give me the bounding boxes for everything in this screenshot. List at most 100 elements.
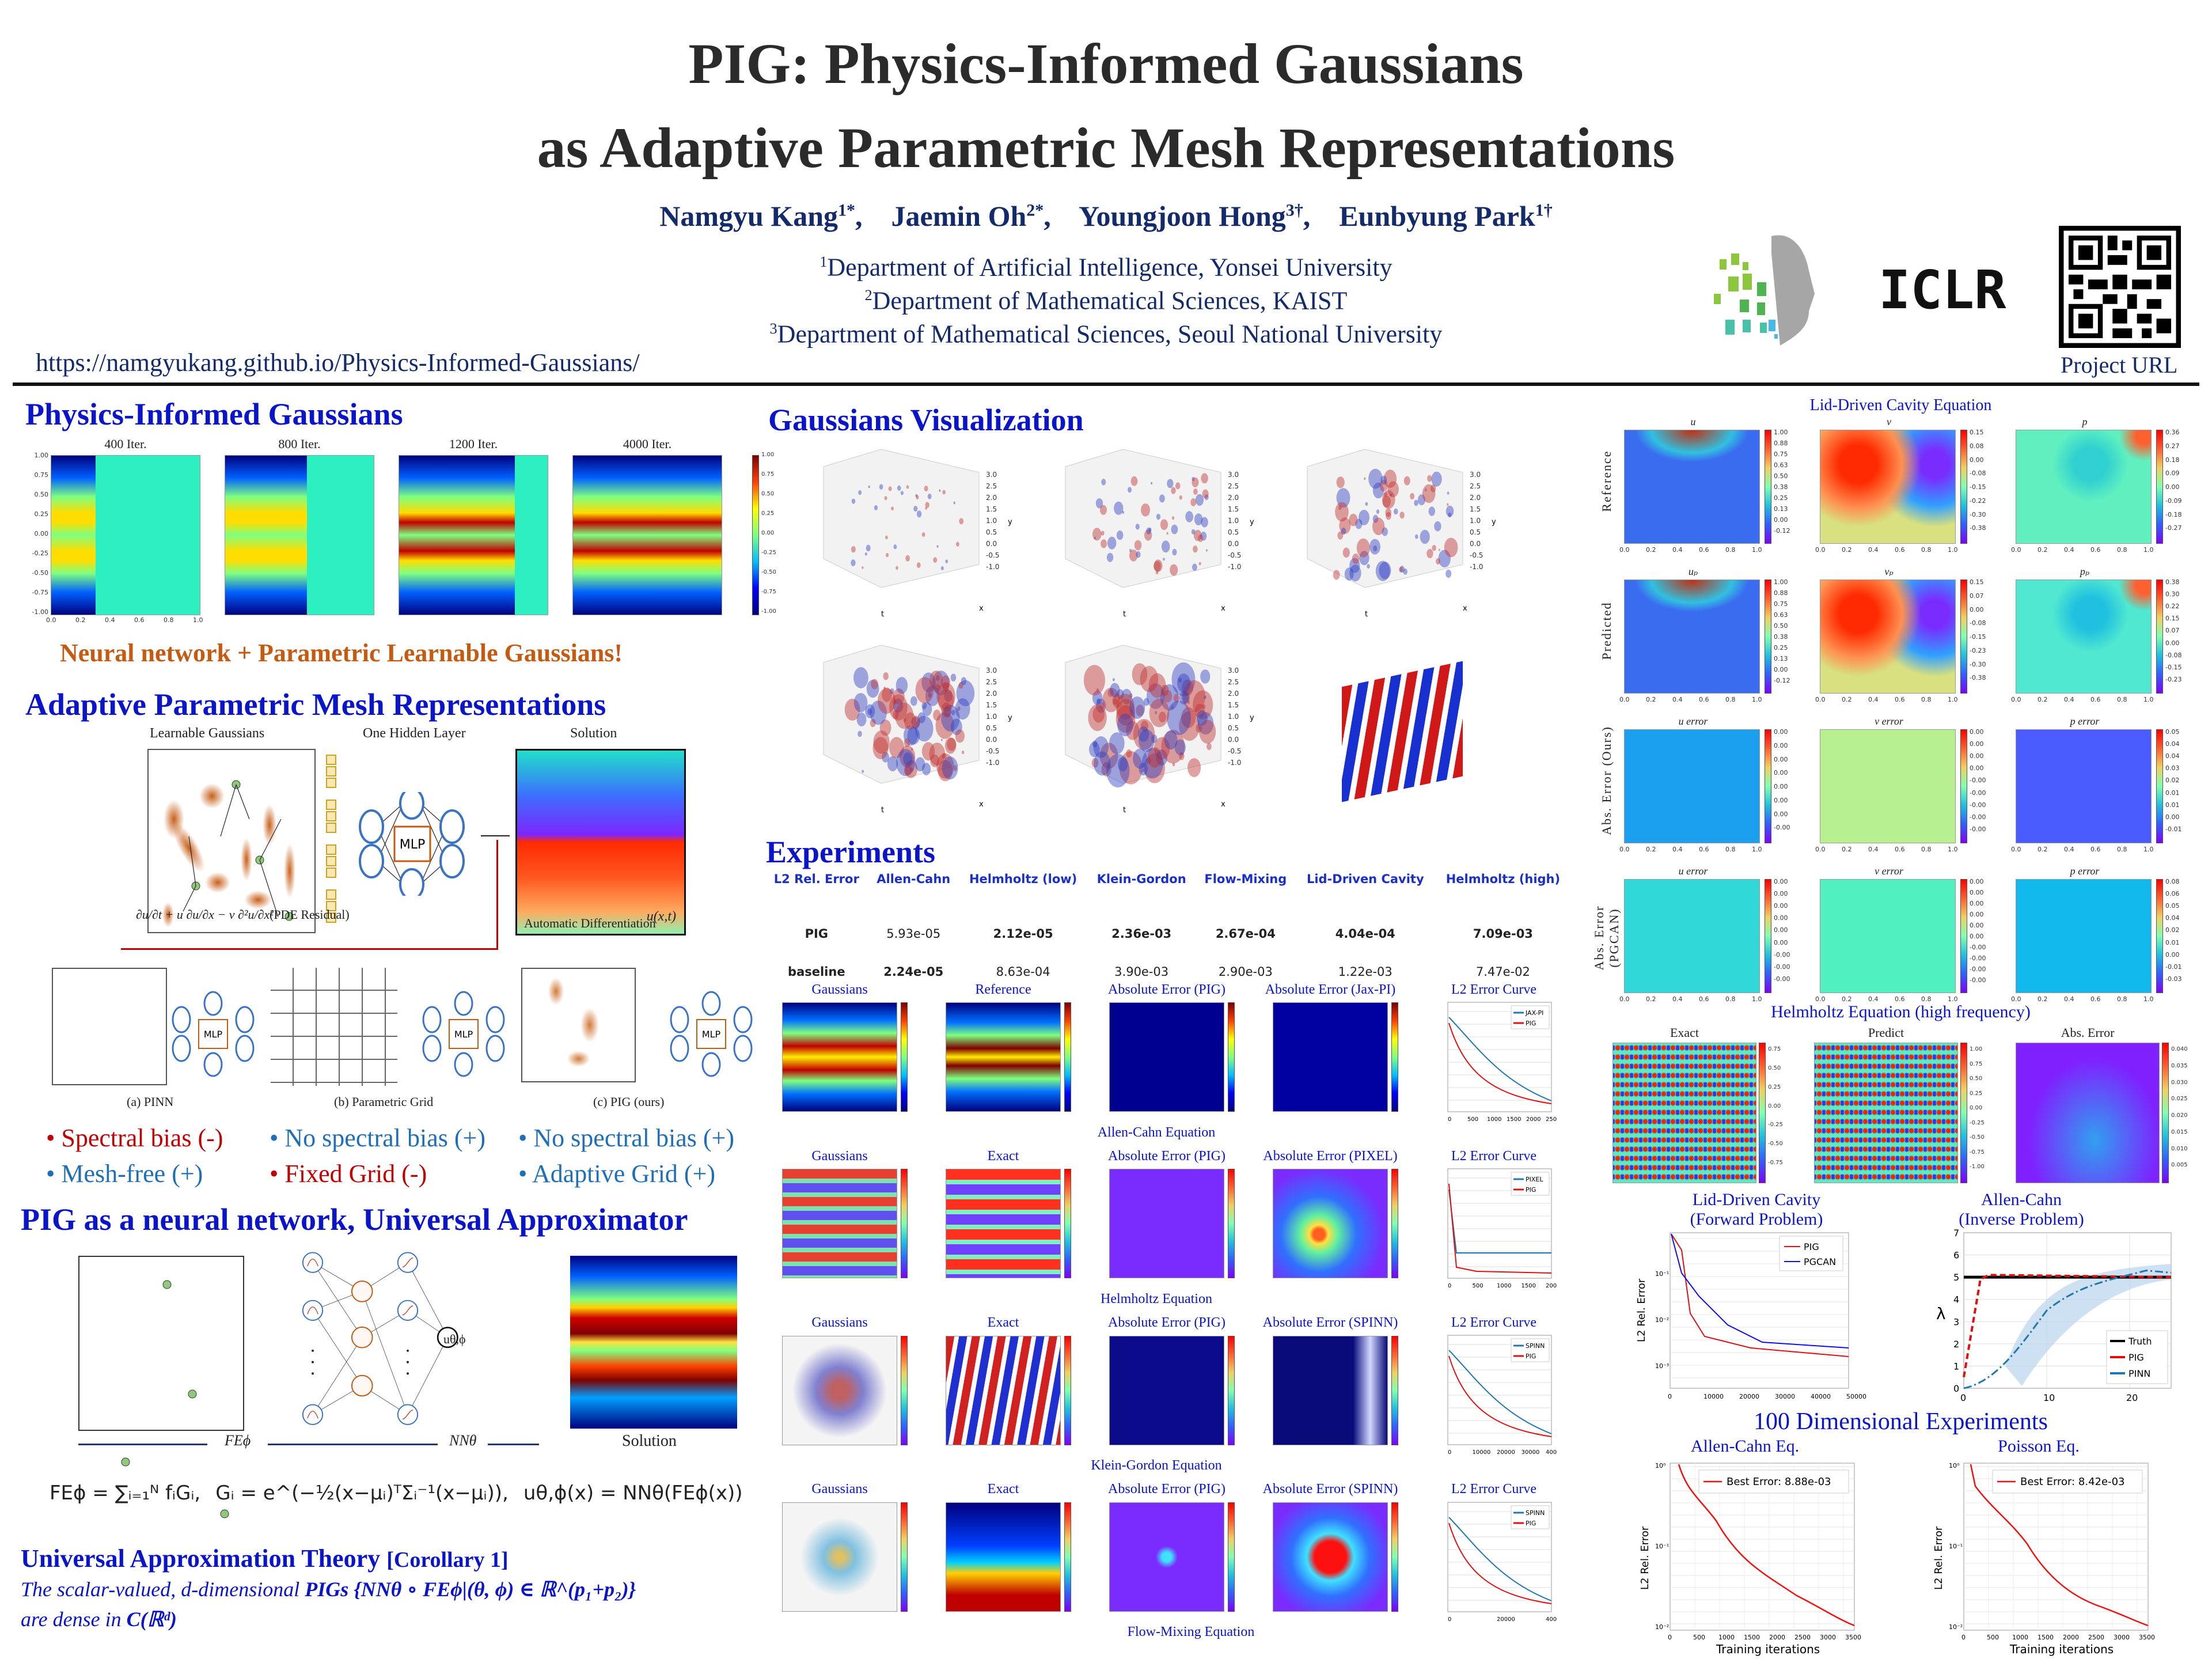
feature-cell [326,800,336,810]
y-label: L2 Rel. Error [1933,1526,1945,1590]
iteration-panel [572,455,722,615]
cbar-tick: 0.00 [1774,783,1788,790]
project-url-link[interactable]: https://namgyukang.github.io/Physics-Inf… [36,349,640,377]
cbar-tick: 0.07 [2165,627,2180,635]
iteration-label: 800 Iter. [278,437,321,451]
poster-title-line-1: PIG: Physics-Informed Gaussians [688,32,1524,96]
hd-plot-title: Poisson Eq. [1998,1437,2080,1456]
cbar-tick: 0.50 [1774,472,1788,480]
panel-title: Exact [987,1482,1019,1497]
caption-pig: (c) PIG (ours) [593,1094,665,1109]
legend-entry: SPINN [1526,1509,1545,1517]
gaussian-ellipse [853,667,868,688]
gaussian-ellipse [1102,687,1120,713]
x-tick: 0.2 [1842,846,1852,853]
axis-label: t [1123,806,1126,815]
iteration-panel [399,455,548,615]
cbar-tick: 0.09 [2165,469,2180,478]
x-tick: 1500 [2038,1634,2054,1641]
x-tick: 1.0 [2143,696,2154,703]
gaussian-ellipse [1199,719,1216,744]
gaussian-ellipse [1436,558,1440,565]
cbar-tick: 0.15 [2165,615,2180,623]
gaussian-ellipse [1349,565,1361,582]
axis-tick: 2.5 [1228,482,1239,490]
nn-diagram [294,1244,461,1434]
gaussian-ellipse [932,671,950,696]
helmholtz-subplot [2016,1043,2160,1183]
x-tick: 0.2 [1842,546,1852,554]
colorbar [1391,1335,1398,1445]
gaussian-ellipse [1197,712,1214,735]
gaussian-ellipse [1447,503,1449,506]
gaussian-ellipse [950,673,957,682]
gaussian-ellipse [1410,493,1415,500]
axis-tick: 3.0 [1470,471,1481,479]
gaussian-ellipse [915,677,934,704]
y-label: L2 Rel. Error [1639,1526,1651,1590]
x-tick: 0.6 [1699,995,1709,1003]
y-tick: 6 [1953,1250,1959,1261]
cbar-tick: 0.30 [2165,590,2180,599]
gaussian-ellipse [1099,743,1118,769]
axis-tick: 1.0 [1228,517,1239,525]
gaussian-3d-plot [1290,639,1520,824]
gaussian-ellipse [1160,684,1169,696]
axis-tick: 2.5 [986,678,997,686]
x-tick: 0.6 [134,616,145,624]
gaussian-ellipse [953,765,958,771]
gaussian-ellipse [1114,501,1124,515]
gaussian-ellipse [942,490,946,495]
pinn-curve [1963,1270,2172,1389]
gaussian-ellipse [1156,749,1168,766]
x-tick: 500 [1473,1283,1483,1289]
gaussian-ellipse [882,687,892,702]
x-tick: 1000 [2012,1634,2028,1641]
cbar-tick: -0.00 [1774,975,1790,983]
legend-entry: PIG [1526,1353,1536,1360]
y-tick: 0.00 [34,530,49,537]
x-tick: 0.2 [1646,546,1656,554]
pro-con-item: • Spectral bias (-) [46,1124,223,1152]
gaussian-ellipse [1432,545,1436,551]
gaussian-ellipse [961,751,965,755]
theory-title: Universal Approximation Theory [21,1544,387,1573]
gaussian-ellipse [1148,673,1166,698]
gaussian-ellipse [1372,514,1379,523]
experiment-name: Flow-Mixing Equation [1127,1624,1255,1639]
x-tick: 0.0 [2011,696,2021,703]
x-tick: 0 [1668,1393,1672,1400]
label-hidden-layer: One Hidden Layer [363,726,466,741]
y-label: λ [1936,1304,1946,1323]
cbar-tick: -0.38 [1970,674,1986,682]
x-tick: 0 [1668,1634,1672,1641]
y-tick: -0.25 [32,550,48,557]
gaussian-ellipse [1196,710,1208,726]
solved-region [225,456,307,615]
gaussian-ellipse [1206,743,1212,751]
panel-title: L2 Error Curve [1451,1149,1536,1164]
gaussian-ellipse [1112,693,1122,708]
axis-tick: 1.0 [1228,713,1239,721]
gaussian-ellipse [1155,711,1158,714]
gaussian-ellipse [1106,552,1114,562]
cbar-tick: -0.00 [1970,777,1986,785]
x-tick: 20 [2126,1392,2138,1403]
gaussian-ellipse [913,505,918,512]
gaussian-ellipse [858,730,862,737]
cbar-tick: 0.36 [2165,429,2180,436]
y-tick: 4 [1953,1294,1959,1305]
cbar-tick: 0.25 [1774,644,1788,652]
gaussian-ellipse [941,702,952,718]
x-tick: 0.0 [1619,696,1630,703]
qr-code[interactable] [2059,226,2181,348]
feedback-arrow [121,948,498,950]
gaussian-ellipse [1375,560,1390,581]
cbar-tick: 0.00 [2165,639,2180,647]
cbar-tick: 0.015 [2171,1128,2188,1135]
gaussian-ellipse [1154,560,1161,571]
x-tick: 0.0 [1619,546,1630,554]
gaussian-ellipse [940,738,943,741]
gaussian-ellipse [1094,536,1096,540]
x-tick: 40000 [1546,1616,1557,1623]
